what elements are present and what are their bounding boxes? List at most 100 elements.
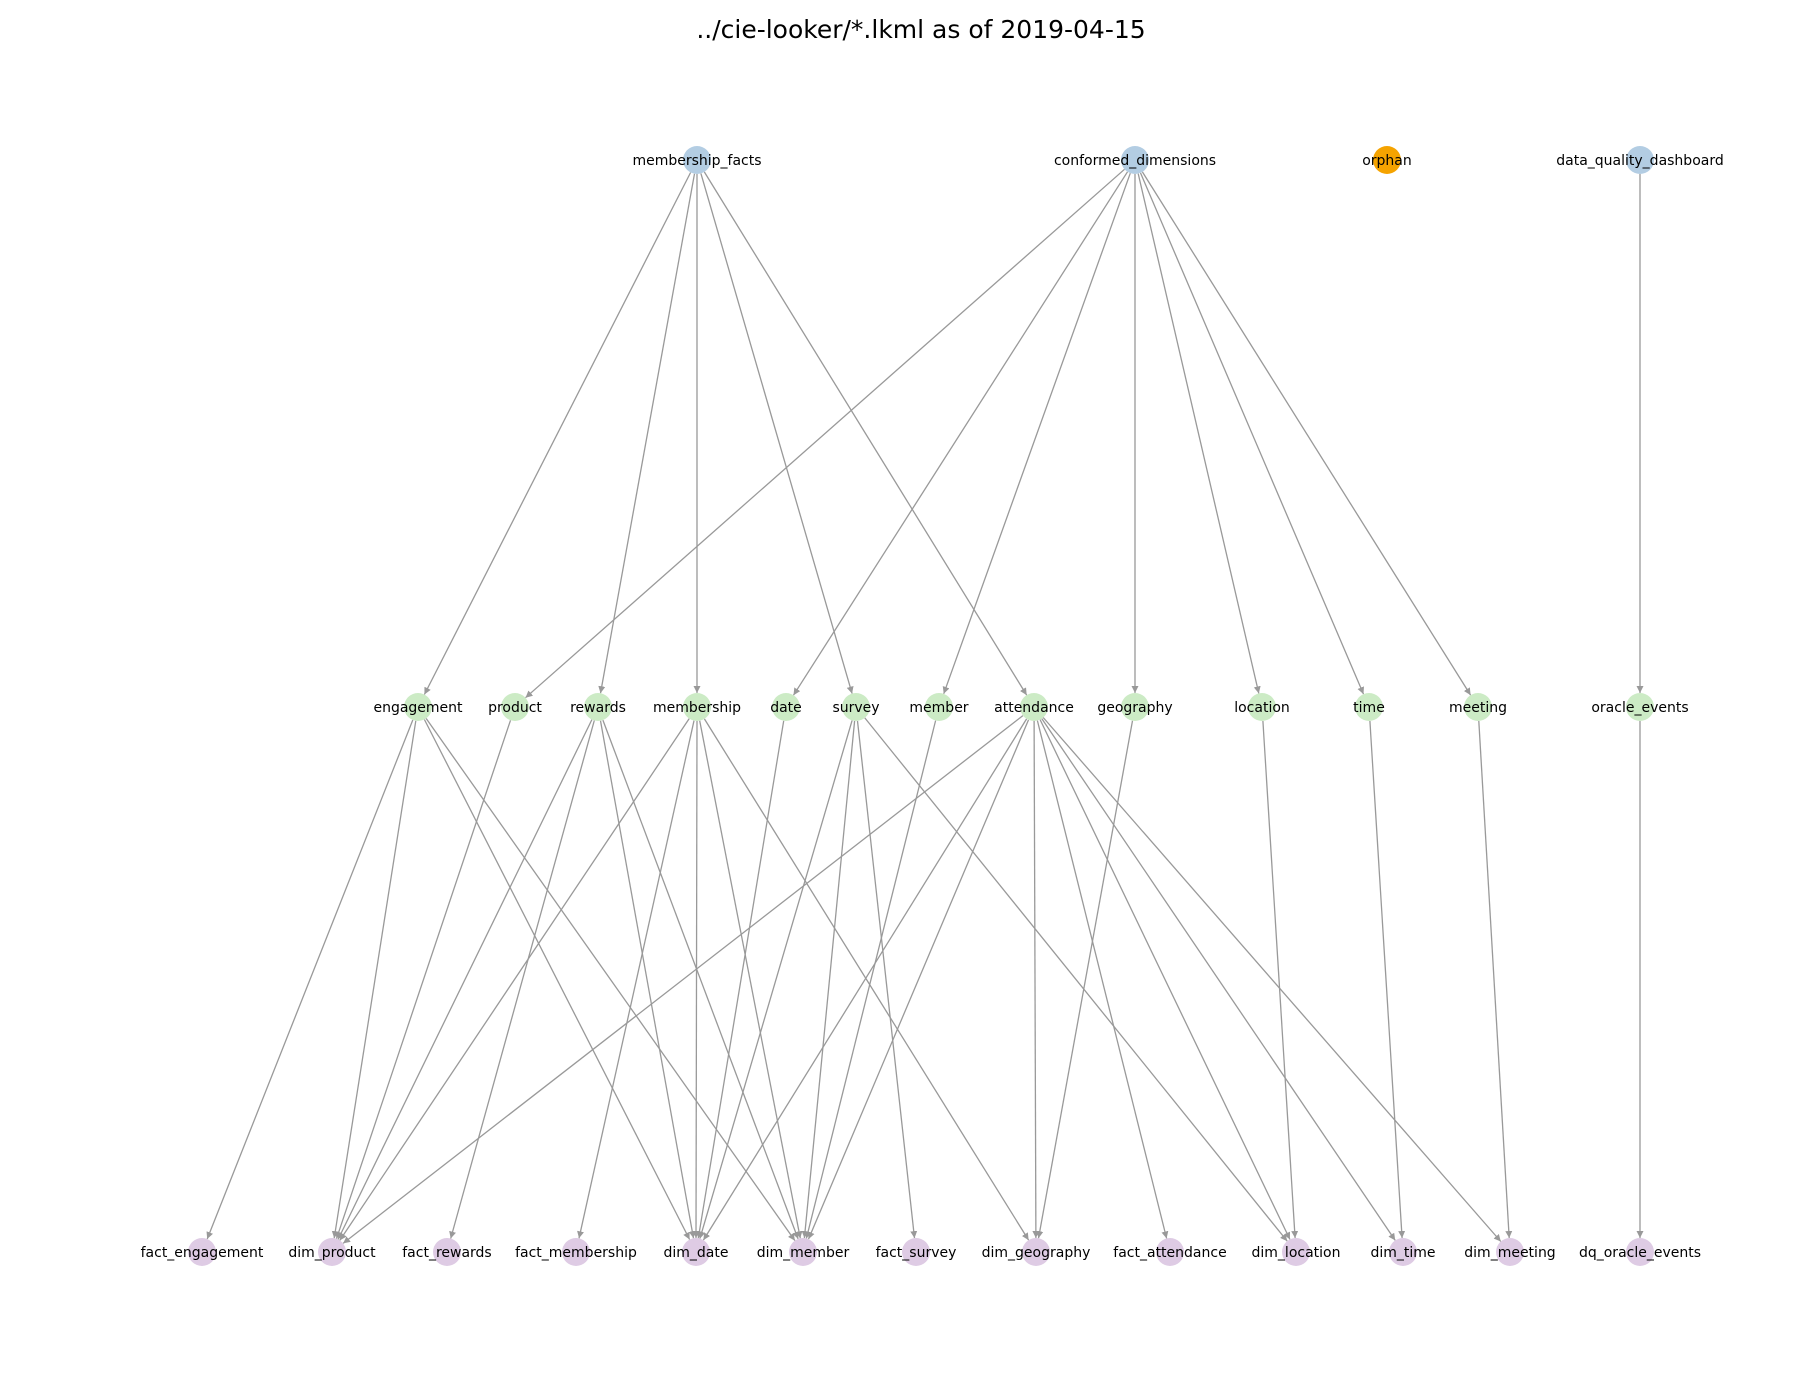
node-geography: geography xyxy=(1097,693,1173,721)
node-label-time: time xyxy=(1353,700,1385,716)
node-product: product xyxy=(488,693,542,721)
node-oracle_events: oracle_events xyxy=(1591,693,1689,721)
edge-survey-to-dim_location xyxy=(864,717,1288,1242)
node-meeting: meeting xyxy=(1449,693,1507,721)
edge-engagement-to-dim_member xyxy=(425,718,796,1241)
edge-membership_facts-to-attendance xyxy=(703,171,1028,696)
edge-date-to-dim_date xyxy=(695,720,785,1239)
node-engagement: engagement xyxy=(373,693,463,721)
node-attendance: attendance xyxy=(994,693,1074,721)
node-dim_meeting: dim_meeting xyxy=(1464,1238,1556,1266)
node-dim_time: dim_time xyxy=(1370,1238,1436,1266)
node-label-dim_geography: dim_geography xyxy=(982,1245,1091,1261)
edge-survey-to-dim_member xyxy=(801,720,856,1239)
node-marker-oracle_events xyxy=(1626,693,1654,721)
node-date: date xyxy=(770,693,802,721)
node-marker-dim_time xyxy=(1389,1238,1417,1266)
node-survey: survey xyxy=(832,693,880,721)
node-marker-fact_survey xyxy=(902,1238,930,1266)
node-marker-data_quality_dashboard xyxy=(1626,146,1654,174)
edge-attendance-to-dim_product xyxy=(342,715,1024,1244)
node-label-engagement: engagement xyxy=(373,700,463,716)
edge-membership_facts-to-engagement xyxy=(423,172,692,695)
node-marker-product xyxy=(501,693,529,721)
node-marker-membership_facts xyxy=(683,146,711,174)
edge-rewards-to-fact_rewards xyxy=(449,720,595,1239)
node-conformed_dimensions: conformed_dimensions xyxy=(1054,146,1216,174)
node-marker-dim_meeting xyxy=(1496,1238,1524,1266)
node-membership_facts: membership_facts xyxy=(632,146,762,174)
node-marker-dim_date xyxy=(682,1238,710,1266)
node-label-product: product xyxy=(488,700,542,716)
node-marker-geography xyxy=(1121,693,1149,721)
node-marker-orphan xyxy=(1373,146,1401,174)
node-label-dim_meeting: dim_meeting xyxy=(1464,1245,1555,1261)
edge-conformed_dimensions-to-location xyxy=(1137,173,1261,694)
node-dim_product: dim_product xyxy=(288,1238,376,1266)
edge-conformed_dimensions-to-product xyxy=(525,168,1125,699)
edge-membership_facts-to-rewards xyxy=(598,173,696,694)
node-label-member: member xyxy=(909,700,968,716)
edge-conformed_dimensions-to-time xyxy=(1139,172,1365,695)
node-fact_survey: fact_survey xyxy=(876,1238,957,1266)
edge-attendance-to-dim_meeting xyxy=(1042,717,1502,1242)
node-label-fact_rewards: fact_rewards xyxy=(402,1245,491,1261)
node-membership: membership xyxy=(653,693,741,721)
node-marker-dq_oracle_events xyxy=(1626,1238,1654,1266)
node-marker-location xyxy=(1248,693,1276,721)
edge-attendance-to-dim_geography xyxy=(1032,720,1040,1239)
node-marker-conformed_dimensions xyxy=(1121,146,1149,174)
node-label-rewards: rewards xyxy=(570,700,626,716)
node-marker-fact_engagement xyxy=(188,1238,216,1266)
node-fact_attendance: fact_attendance xyxy=(1113,1238,1227,1266)
edge-attendance-to-dim_date xyxy=(702,718,1028,1241)
node-dim_date: dim_date xyxy=(664,1238,729,1266)
node-label-orphan: orphan xyxy=(1362,153,1412,169)
edge-rewards-to-dim_member xyxy=(602,719,799,1240)
node-marker-dim_member xyxy=(789,1238,817,1266)
node-label-conformed_dimensions: conformed_dimensions xyxy=(1054,153,1216,169)
node-marker-survey xyxy=(842,693,870,721)
node-marker-time xyxy=(1355,693,1383,721)
node-label-data_quality_dashboard: data_quality_dashboard xyxy=(1556,153,1724,169)
edge-engagement-to-fact_engagement xyxy=(206,719,414,1240)
node-label-oracle_events: oracle_events xyxy=(1591,700,1688,716)
edge-membership-to-dim_member xyxy=(699,720,803,1239)
edge-geography-to-dim_geography xyxy=(1036,720,1134,1239)
node-label-fact_survey: fact_survey xyxy=(876,1245,957,1261)
node-marker-date xyxy=(772,693,800,721)
node-dim_geography: dim_geography xyxy=(982,1238,1091,1266)
node-label-dim_product: dim_product xyxy=(288,1245,376,1261)
edge-membership-to-dim_date xyxy=(692,720,700,1239)
node-label-fact_engagement: fact_engagement xyxy=(141,1245,264,1261)
node-orphan: orphan xyxy=(1362,146,1412,174)
node-fact_membership: fact_membership xyxy=(515,1238,637,1266)
node-label-dim_time: dim_time xyxy=(1370,1245,1435,1261)
edge-time-to-dim_time xyxy=(1369,720,1406,1239)
node-marker-dim_product xyxy=(318,1238,346,1266)
edge-survey-to-fact_survey xyxy=(856,720,918,1239)
node-dim_member: dim_member xyxy=(757,1238,850,1266)
edge-attendance-to-dim_time xyxy=(1041,718,1396,1241)
node-label-geography: geography xyxy=(1097,700,1172,716)
edge-attendance-to-dim_member xyxy=(807,719,1030,1240)
node-fact_rewards: fact_rewards xyxy=(402,1238,492,1266)
edge-membership-to-dim_product xyxy=(339,718,690,1241)
node-label-dim_date: dim_date xyxy=(664,1245,729,1261)
edge-meeting-to-dim_meeting xyxy=(1478,720,1513,1239)
node-marker-rewards xyxy=(584,693,612,721)
node-marker-attendance xyxy=(1020,693,1048,721)
node-label-survey: survey xyxy=(832,700,879,716)
node-marker-fact_attendance xyxy=(1156,1238,1184,1266)
node-label-attendance: attendance xyxy=(994,700,1074,716)
node-layer: membership_facts conformed_dimensions orph… xyxy=(141,146,1724,1266)
node-rewards: rewards xyxy=(570,693,626,721)
edge-attendance-to-dim_location xyxy=(1039,719,1291,1240)
node-marker-meeting xyxy=(1464,693,1492,721)
node-marker-engagement xyxy=(404,693,432,721)
edge-member-to-dim_member xyxy=(804,720,937,1239)
node-marker-member xyxy=(925,693,953,721)
node-time: time xyxy=(1353,693,1385,721)
edge-membership-to-dim_geography xyxy=(703,718,1030,1241)
